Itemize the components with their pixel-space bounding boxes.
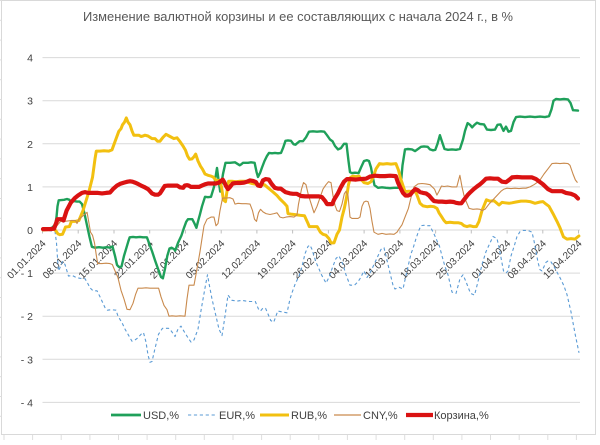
svg-text:- 2: - 2 xyxy=(21,311,33,323)
svg-text:- 1: - 1 xyxy=(21,268,33,280)
svg-text:RUB,%: RUB,% xyxy=(291,410,327,422)
svg-text:1: 1 xyxy=(27,182,33,194)
svg-text:4: 4 xyxy=(27,53,33,65)
svg-text:- 4: - 4 xyxy=(21,397,33,409)
svg-text:USD,%: USD,% xyxy=(143,410,179,422)
svg-text:Изменение валютной корзины и е: Изменение валютной корзины и ее составля… xyxy=(83,9,513,24)
svg-text:EUR,%: EUR,% xyxy=(219,410,255,422)
svg-text:3: 3 xyxy=(27,96,33,108)
svg-text:CNY,%: CNY,% xyxy=(363,410,398,422)
svg-text:- 3: - 3 xyxy=(21,354,33,366)
svg-text:2: 2 xyxy=(27,139,33,151)
svg-text:Корзина,%: Корзина,% xyxy=(434,410,489,422)
svg-text:0: 0 xyxy=(27,225,33,237)
